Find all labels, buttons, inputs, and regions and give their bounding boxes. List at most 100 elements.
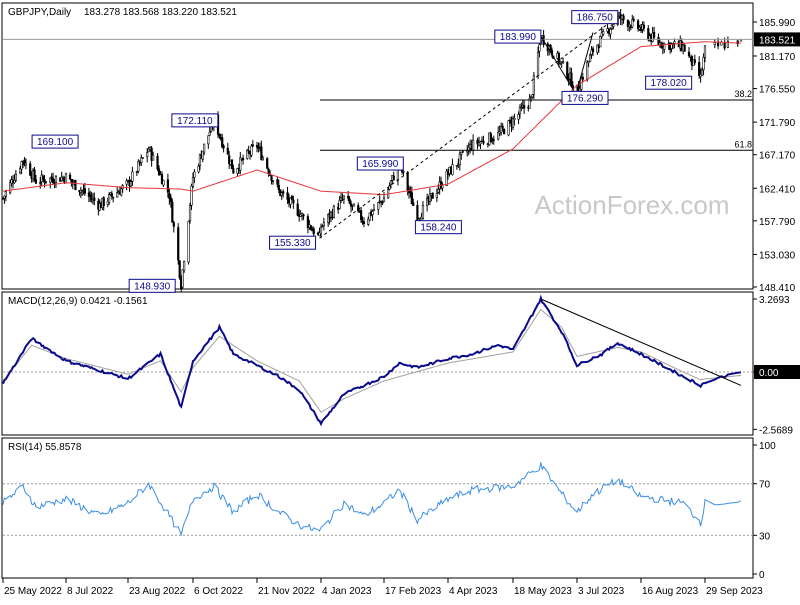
- candle-body: [24, 162, 28, 166]
- candle-body: [412, 202, 415, 206]
- candle-body: [23, 159, 26, 166]
- candle-body: [600, 32, 603, 37]
- level-label-group: 155.330: [269, 235, 317, 250]
- candle-body: [602, 31, 605, 35]
- price-axis-label: 167.170: [759, 151, 796, 162]
- candle-body: [146, 152, 149, 157]
- level-label-176-290: 176.290: [567, 93, 604, 104]
- candle-body: [461, 150, 464, 153]
- candle-body: [702, 56, 705, 71]
- candle-body: [338, 200, 341, 209]
- candle-body: [74, 180, 77, 191]
- candle-body: [451, 164, 454, 175]
- candle-body: [352, 203, 356, 207]
- candle-body: [292, 199, 295, 204]
- candle-body: [431, 192, 434, 199]
- candle-body: [513, 117, 516, 120]
- candle-body: [673, 41, 676, 44]
- candle-body: [44, 181, 48, 183]
- candle-body: [536, 52, 540, 77]
- candle-body: [112, 196, 115, 199]
- candle-body: [162, 179, 165, 186]
- candle-body: [388, 185, 391, 190]
- candle-body: [508, 119, 512, 122]
- candle-body: [236, 168, 239, 174]
- level-label-group: 176.290: [561, 90, 609, 105]
- candle-body: [591, 48, 595, 53]
- candle-body: [208, 131, 211, 136]
- candle-body: [93, 197, 96, 202]
- candle-body: [566, 61, 569, 80]
- candle-body: [570, 72, 573, 87]
- candle-body: [68, 174, 72, 180]
- candle-body: [232, 168, 235, 174]
- candle-body: [511, 118, 515, 128]
- candle-body: [14, 173, 17, 181]
- candle-body: [428, 193, 432, 202]
- candle-body: [246, 149, 249, 159]
- candle-body: [160, 173, 164, 185]
- candle-body: [342, 195, 346, 200]
- candle-body: [445, 170, 448, 186]
- candle-body: [406, 172, 409, 191]
- x-axis-label: 8 Jul 2022: [67, 586, 114, 597]
- candle-body: [497, 132, 500, 140]
- candle-body: [460, 151, 463, 155]
- candle-body: [157, 168, 161, 175]
- candle-body: [49, 177, 52, 183]
- price-axis-label: 185.990: [759, 18, 796, 29]
- candle-body: [178, 260, 181, 279]
- candle-body: [3, 195, 6, 199]
- candle-body: [4, 191, 7, 197]
- candle-body: [319, 227, 323, 235]
- candle-body: [171, 202, 174, 223]
- candle-body: [631, 19, 634, 28]
- x-axis-label: 4 Apr 2023: [449, 586, 498, 597]
- candle-body: [531, 94, 534, 98]
- candle-body: [532, 75, 535, 95]
- price-overlays-layer: 38.2 61.8 169.100 172.110 148.930 155.330 165.…: [2, 10, 753, 293]
- rsi-header: RSI(14) 55.8578: [8, 442, 82, 453]
- macd-layer: [2, 294, 753, 427]
- candle-body: [377, 201, 380, 210]
- level-label-group: 169.100: [31, 134, 79, 149]
- level-label-group: 165.990: [356, 156, 404, 171]
- candle-body: [523, 105, 526, 109]
- macd-current-badge: [754, 365, 800, 379]
- candle-body: [270, 175, 273, 182]
- candle-body: [612, 24, 615, 27]
- candle-body: [125, 180, 128, 185]
- candle-body: [108, 194, 111, 203]
- candle-body: [347, 195, 350, 199]
- candle-body: [409, 191, 412, 194]
- level-label-box: [171, 113, 219, 128]
- candle-body: [435, 193, 438, 199]
- candle-body: [251, 144, 254, 147]
- candle-body: [177, 227, 180, 261]
- candle-body: [306, 216, 310, 229]
- candle-body: [221, 137, 224, 148]
- candle-body: [580, 78, 583, 90]
- candle-body: [43, 179, 46, 184]
- candle-body: [250, 145, 253, 156]
- candle-body: [39, 182, 42, 184]
- candle-body: [642, 24, 646, 29]
- candle-body: [609, 28, 612, 35]
- candle-body: [282, 191, 285, 194]
- candle-body: [150, 147, 153, 161]
- candle-body: [203, 143, 206, 153]
- candle-body: [183, 261, 186, 272]
- candle-body: [588, 54, 592, 62]
- candle-body: [426, 197, 429, 206]
- price-axis-label: 181.170: [759, 52, 796, 63]
- candle-body: [482, 140, 485, 144]
- candle-body: [198, 154, 202, 167]
- candle-body: [318, 232, 321, 237]
- level-label-group: 148.930: [128, 278, 176, 293]
- level-label-box: [269, 235, 317, 250]
- candle-body: [599, 35, 602, 48]
- candle-body: [663, 43, 666, 50]
- candle-body: [476, 139, 479, 145]
- candles-layer: [1, 9, 743, 292]
- candle-body: [587, 60, 590, 64]
